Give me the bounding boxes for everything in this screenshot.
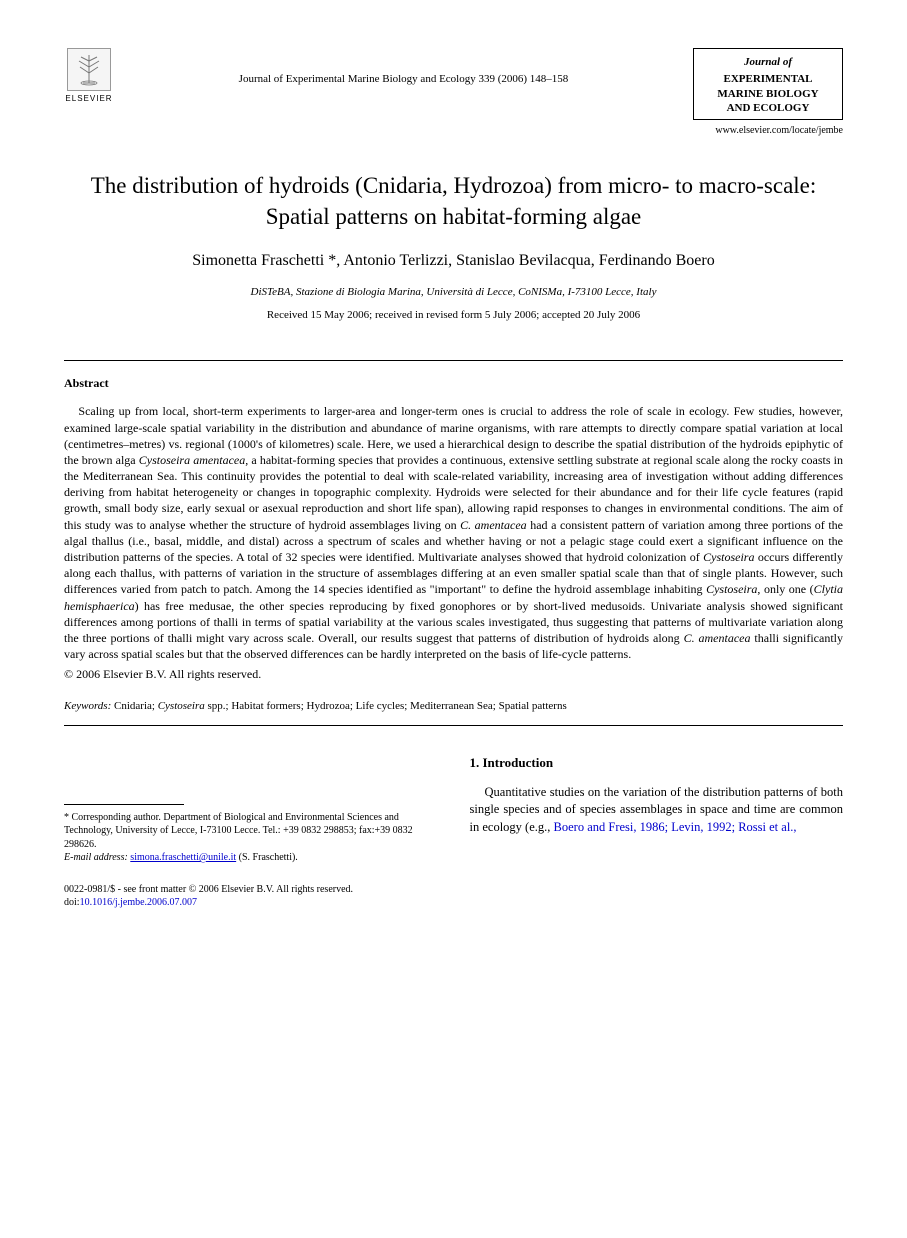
section-1-heading: 1. Introduction xyxy=(470,754,844,772)
divider-top xyxy=(64,360,843,361)
authors-text: Simonetta Fraschetti *, Antonio Terlizzi… xyxy=(192,252,714,269)
journal-box-line1: EXPERIMENTAL xyxy=(702,72,834,86)
journal-url: www.elsevier.com/locate/jembe xyxy=(693,124,843,138)
intro-refs[interactable]: Boero and Fresi, 1986; Levin, 1992; Ross… xyxy=(554,820,797,834)
doi-label: doi: xyxy=(64,897,80,908)
article-dates: Received 15 May 2006; received in revise… xyxy=(64,308,843,323)
abstract-heading: Abstract xyxy=(64,375,843,392)
keywords-label: Keywords: xyxy=(64,700,111,712)
journal-reference: Journal of Experimental Marine Biology a… xyxy=(114,48,693,87)
email-link[interactable]: simona.fraschetti@unile.it xyxy=(130,852,236,863)
divider-bottom xyxy=(64,725,843,726)
intro-paragraph: Quantitative studies on the variation of… xyxy=(470,784,844,837)
email-suffix: (S. Fraschetti). xyxy=(236,852,298,863)
journal-box-top: Journal of xyxy=(702,55,834,70)
publisher-block: ELSEVIER xyxy=(64,48,114,104)
journal-box-line2: MARINE BIOLOGY xyxy=(702,87,834,101)
copyright-line: © 2006 Elsevier B.V. All rights reserved… xyxy=(64,666,843,683)
affiliation: DiSTeBA, Stazione di Biologia Marina, Un… xyxy=(64,285,843,300)
issn-line: 0022-0981/$ - see front matter © 2006 El… xyxy=(64,883,438,896)
elsevier-logo: ELSEVIER xyxy=(64,48,114,104)
two-column-body: * Corresponding author. Department of Bi… xyxy=(64,754,843,909)
footnote-divider xyxy=(64,804,184,805)
right-column: 1. Introduction Quantitative studies on … xyxy=(470,754,844,909)
footer-meta: 0022-0981/$ - see front matter © 2006 El… xyxy=(64,883,438,909)
email-footnote: E-mail address: simona.fraschetti@unile.… xyxy=(64,851,438,865)
doi-link[interactable]: 10.1016/j.jembe.2006.07.007 xyxy=(80,897,198,908)
journal-title-box: Journal of EXPERIMENTAL MARINE BIOLOGY A… xyxy=(693,48,843,120)
elsevier-tree-icon xyxy=(67,48,111,91)
authors-line: Simonetta Fraschetti *, Antonio Terlizzi… xyxy=(64,250,843,272)
publisher-name: ELSEVIER xyxy=(65,93,112,104)
page-header: ELSEVIER Journal of Experimental Marine … xyxy=(64,48,843,162)
email-label: E-mail address: xyxy=(64,852,128,863)
keywords-line: Keywords: Cnidaria; Cystoseira spp.; Hab… xyxy=(64,699,843,714)
doi-line: doi:10.1016/j.jembe.2006.07.007 xyxy=(64,896,438,909)
journal-box-line3: AND ECOLOGY xyxy=(702,101,834,115)
corresponding-footnote: * Corresponding author. Department of Bi… xyxy=(64,811,438,852)
article-title: The distribution of hydroids (Cnidaria, … xyxy=(64,170,843,232)
left-column: * Corresponding author. Department of Bi… xyxy=(64,754,438,909)
abstract-body: Scaling up from local, short-term experi… xyxy=(64,403,843,662)
keywords-text: Cnidaria; Cystoseira spp.; Habitat forme… xyxy=(111,700,566,712)
journal-box-wrapper: Journal of EXPERIMENTAL MARINE BIOLOGY A… xyxy=(693,48,843,162)
